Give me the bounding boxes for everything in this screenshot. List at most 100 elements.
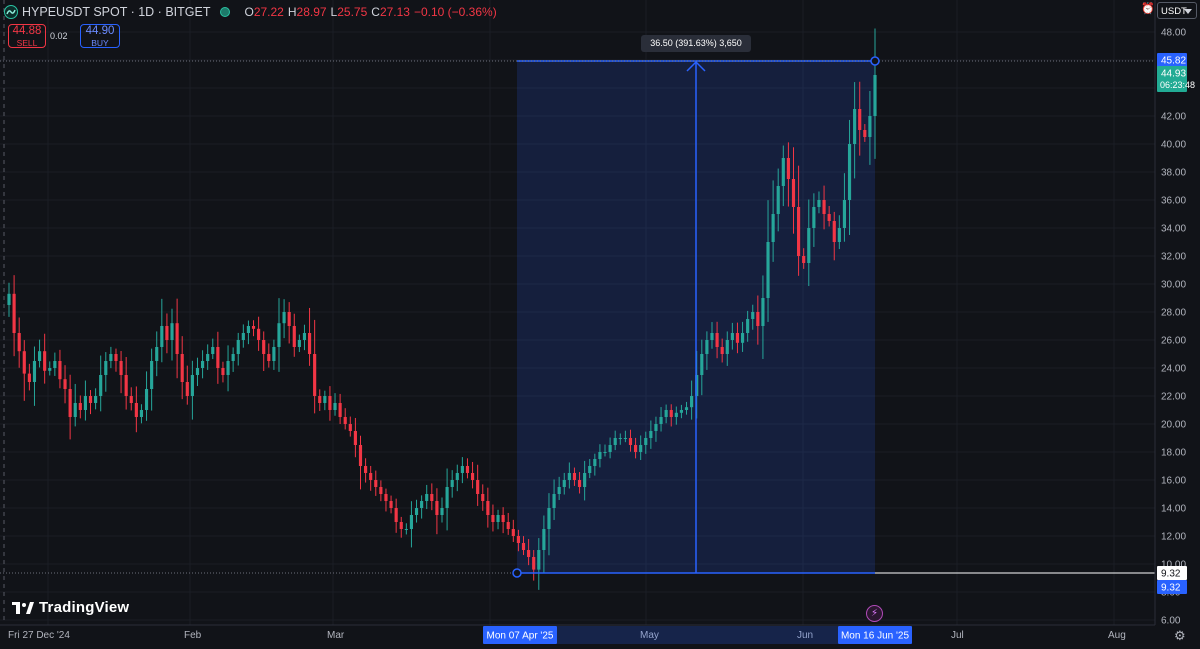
candle <box>399 516 403 538</box>
x-tick-label: May <box>640 630 659 641</box>
candle <box>297 334 301 353</box>
y-tick-label: 6.00 <box>1161 616 1181 627</box>
x-tick-label: Aug <box>1108 630 1126 641</box>
y-tick-label: 38.00 <box>1161 168 1186 179</box>
candle <box>690 380 694 420</box>
candle <box>674 406 678 425</box>
candle <box>664 404 668 424</box>
candle <box>435 488 439 535</box>
alert-icon[interactable]: ⏰ <box>1141 3 1155 15</box>
tradingview-logo[interactable]: TradingView <box>12 599 129 616</box>
candle <box>521 536 526 556</box>
lightning-icon[interactable]: ⚡ <box>866 605 883 622</box>
candle <box>588 459 592 479</box>
candle <box>791 147 796 234</box>
candle <box>190 360 194 420</box>
candle <box>511 519 515 542</box>
y-tick-label: 48.00 <box>1161 28 1186 39</box>
y-tick-label: 10.00 <box>1161 560 1186 571</box>
candle <box>420 495 424 519</box>
candle <box>465 458 470 479</box>
candle <box>501 507 505 534</box>
price-badge: 9.32 <box>1157 566 1187 580</box>
x-tick-label: Jun <box>797 630 813 641</box>
candle <box>756 295 760 345</box>
candle <box>119 350 123 394</box>
candle <box>781 145 785 207</box>
candle <box>654 416 658 442</box>
y-tick-label: 12.00 <box>1161 532 1186 543</box>
candle <box>562 472 566 495</box>
candle <box>430 483 434 511</box>
candle <box>776 168 780 232</box>
candle <box>598 444 602 468</box>
measure-handle-bottom[interactable] <box>512 568 522 578</box>
candle <box>32 346 37 406</box>
candle <box>863 124 867 142</box>
candle <box>740 321 745 352</box>
candle <box>109 346 113 369</box>
y-tick-label: 40.00 <box>1161 140 1186 151</box>
svg-text:9.32: 9.32 <box>1161 583 1181 594</box>
buy-button[interactable]: 44.90 BUY <box>80 24 120 48</box>
y-tick-label: 14.00 <box>1161 504 1186 515</box>
candle <box>766 200 770 322</box>
x-tick-label: Mar <box>327 630 345 641</box>
candle <box>684 401 689 415</box>
candle <box>603 444 607 457</box>
candle <box>251 320 256 337</box>
candle <box>12 275 16 357</box>
ohlc-low: L25.75 <box>330 5 368 19</box>
candle <box>679 404 684 419</box>
candle <box>470 461 475 489</box>
symbol-title[interactable]: HYPEUSDT SPOT · 1D · BITGET <box>22 5 211 19</box>
candle <box>786 142 790 207</box>
candle <box>532 550 536 581</box>
candle <box>807 199 811 287</box>
x-tick-label: Fri 27 Dec '24 <box>8 630 70 641</box>
y-tick-label: 34.00 <box>1161 224 1186 235</box>
svg-text:Mon 16 Jun '25: Mon 16 Jun '25 <box>841 631 910 642</box>
candle <box>842 173 847 242</box>
candle <box>827 206 831 227</box>
candle <box>313 319 317 414</box>
candle <box>440 497 444 523</box>
measure-handle-top[interactable] <box>870 56 880 66</box>
candle <box>73 383 77 427</box>
candle <box>761 275 765 359</box>
candle <box>155 331 159 377</box>
currency-select[interactable]: USDT <box>1157 2 1197 19</box>
candle <box>476 464 480 506</box>
ohlc-change: −0.10 (−0.36%) <box>413 5 497 19</box>
candle <box>715 321 719 359</box>
candle <box>134 386 138 433</box>
candle <box>302 324 307 351</box>
candle <box>262 331 266 371</box>
candle <box>231 347 235 372</box>
svg-text:Mon 07 Apr '25: Mon 07 Apr '25 <box>487 631 554 642</box>
candle <box>282 299 286 339</box>
y-tick-label: 32.00 <box>1161 252 1186 263</box>
candle <box>812 193 816 247</box>
candle <box>593 453 597 476</box>
x-highlight-label: Mon 07 Apr '25 <box>483 626 557 644</box>
y-tick-label: 30.00 <box>1161 280 1186 291</box>
candle <box>307 307 312 366</box>
candle <box>613 430 617 451</box>
candle <box>649 420 653 449</box>
ohlc-close: C27.13 <box>371 5 410 19</box>
candle <box>832 211 836 261</box>
sell-button[interactable]: 44.88 SELL <box>8 24 46 48</box>
candle <box>272 339 276 370</box>
candle <box>216 331 220 384</box>
candle <box>868 90 872 165</box>
candle <box>557 476 561 501</box>
gear-icon[interactable]: ⚙ <box>1174 628 1186 643</box>
candle <box>246 320 251 345</box>
svg-text:45.82: 45.82 <box>1161 56 1186 67</box>
candle <box>751 304 755 330</box>
candle <box>567 462 571 489</box>
candle <box>858 81 862 156</box>
candle <box>348 416 352 437</box>
